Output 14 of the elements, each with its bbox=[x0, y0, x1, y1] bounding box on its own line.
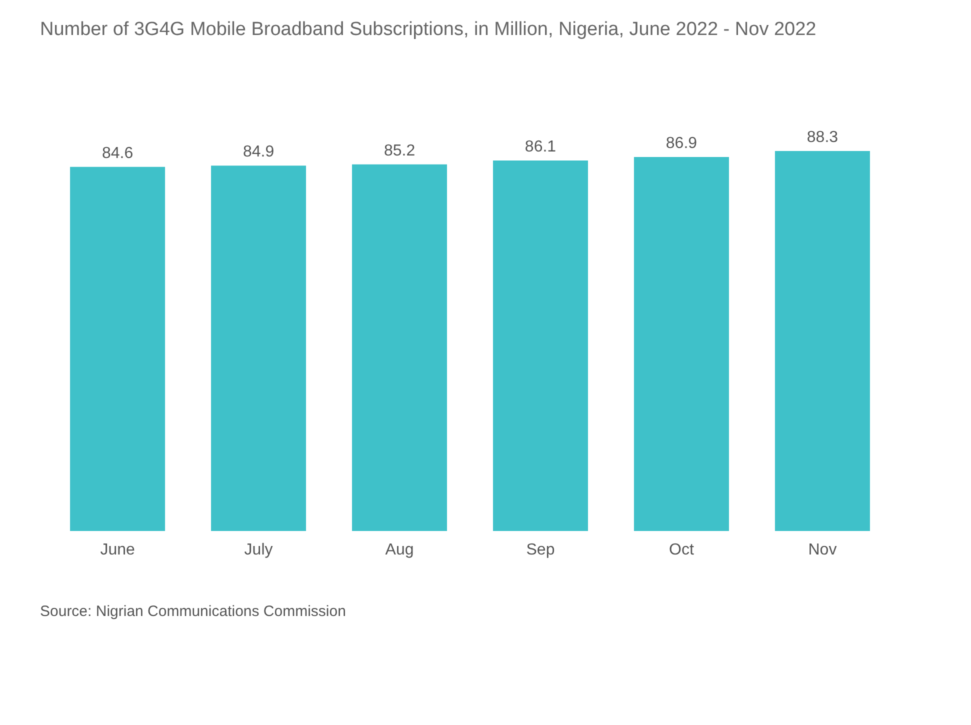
x-tick-label: Nov bbox=[808, 542, 837, 558]
x-tick-label: Aug bbox=[385, 542, 414, 558]
x-tick-label: June bbox=[100, 542, 135, 558]
data-label: 85.2 bbox=[384, 142, 416, 160]
source-note: Source: Nigrian Communications Commission bbox=[40, 603, 346, 620]
data-label: 88.3 bbox=[806, 129, 838, 146]
chart-title: Number of 3G4G Mobile Broadband Subscriptions, in Million, Nigeria, June 2022 - Nov 2022 bbox=[40, 19, 816, 40]
data-label: 84.6 bbox=[102, 144, 134, 162]
x-tick-label: Oct bbox=[669, 542, 694, 558]
data-label: 84.9 bbox=[242, 144, 274, 161]
data-label: 86.1 bbox=[524, 138, 556, 156]
x-tick-label: Sep bbox=[526, 542, 555, 558]
data-label: 86.9 bbox=[666, 135, 698, 152]
x-tick-label: July bbox=[244, 542, 273, 558]
